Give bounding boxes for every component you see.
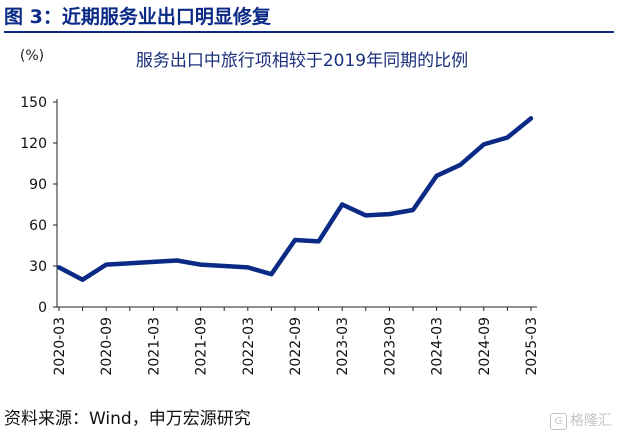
y-tick-label: 150 bbox=[20, 95, 47, 111]
x-tick-label: 2023-03 bbox=[335, 317, 351, 376]
x-tick-label: 2024-09 bbox=[477, 317, 493, 376]
title-rule bbox=[4, 31, 614, 33]
data-point bbox=[223, 264, 226, 268]
x-tick-label: 2023-09 bbox=[382, 317, 398, 376]
chart-title: 服务出口中旅行项相较于2019年同期的比例 bbox=[136, 51, 468, 71]
x-axis-ticks: 2020-03 2020-09 2021-03 2021-09 2022-03 2022-… bbox=[52, 307, 540, 376]
data-point bbox=[199, 263, 202, 266]
data-point bbox=[364, 214, 367, 217]
y-tick-label: 120 bbox=[20, 136, 47, 152]
source-note: 资料来源：Wind，申万宏源研究 bbox=[4, 409, 251, 429]
x-tick-label: 2021-09 bbox=[194, 317, 210, 376]
data-point bbox=[506, 136, 509, 139]
x-tick-label: 2020-03 bbox=[52, 317, 68, 376]
data-point bbox=[482, 143, 485, 146]
x-tick-label: 2021-03 bbox=[146, 317, 162, 376]
data-point bbox=[270, 273, 273, 276]
data-point bbox=[128, 262, 131, 265]
watermark-text: 格隆汇 bbox=[570, 413, 612, 429]
watermark-logo-icon: G bbox=[550, 412, 567, 430]
x-tick-label: 2024-03 bbox=[430, 317, 446, 376]
y-tick-label: 90 bbox=[29, 177, 47, 193]
figure-title: 图 3：近期服务业出口明显修复 bbox=[4, 6, 271, 28]
x-tick-label: 2022-09 bbox=[288, 317, 304, 376]
data-point bbox=[341, 203, 344, 206]
data-point bbox=[57, 266, 61, 269]
y-tick-label: 60 bbox=[29, 218, 47, 234]
x-tick-label: 2022-03 bbox=[241, 317, 257, 376]
data-point bbox=[81, 278, 84, 281]
data-point bbox=[459, 163, 462, 167]
y-tick-label: 0 bbox=[38, 300, 47, 316]
axes bbox=[56, 99, 537, 308]
x-tick-label: 2020-09 bbox=[99, 317, 115, 376]
y-axis-ticks: 0 30 60 90 120 150 bbox=[20, 95, 57, 316]
data-point bbox=[105, 263, 108, 266]
data-point bbox=[529, 117, 533, 120]
data-point bbox=[293, 238, 297, 242]
data-point bbox=[152, 260, 155, 264]
data-point bbox=[411, 208, 415, 212]
data-point bbox=[435, 174, 438, 177]
series-group bbox=[56, 116, 534, 282]
y-tick-label: 30 bbox=[29, 259, 47, 275]
series-line bbox=[56, 116, 534, 282]
line-chart: 服务出口中旅行项相较于2019年同期的比例 (%) 0306090120150 … bbox=[20, 48, 540, 376]
unit-label: (%) bbox=[20, 48, 44, 64]
data-point bbox=[317, 240, 320, 243]
data-point bbox=[175, 259, 179, 262]
watermark: G 格隆汇 bbox=[550, 410, 612, 430]
x-tick-label: 2025-03 bbox=[524, 317, 540, 376]
figure-header: 图 3：近期服务业出口明显修复 bbox=[0, 0, 618, 33]
data-point bbox=[388, 212, 391, 216]
data-point bbox=[246, 266, 249, 269]
